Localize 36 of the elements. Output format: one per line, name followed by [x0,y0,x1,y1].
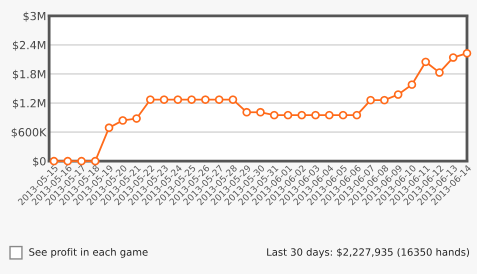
text: See profit in each game [29,248,148,258]
point [132,114,141,123]
point [394,90,402,99]
point [421,58,430,66]
point [118,116,128,125]
point [435,68,444,77]
point [104,123,114,132]
point [146,95,155,104]
point [242,108,252,117]
text: Last 30 days: $2,227,935 (16350 hands) [267,248,469,258]
point [77,156,86,166]
y-tick-label: $600K [12,128,47,138]
point [187,95,196,104]
point [462,48,472,58]
point [352,110,362,120]
point [228,95,238,104]
y-tick-label: $0 [33,156,46,167]
y-tick-label: $1.8M [12,70,46,80]
point [174,95,182,104]
point [214,95,224,104]
point [297,110,306,120]
point [448,53,458,62]
y-tick-label: $2.4M [12,40,46,51]
point [325,110,334,120]
point [160,95,168,104]
point [311,110,320,120]
point [380,96,389,104]
point [284,110,292,120]
point [408,80,416,89]
point [201,95,210,104]
y-tick-label: $3M [24,12,46,22]
point [366,96,375,104]
point [256,108,265,117]
y-tick-label: $1.2M [12,98,46,109]
point [338,110,348,120]
point [270,110,279,120]
